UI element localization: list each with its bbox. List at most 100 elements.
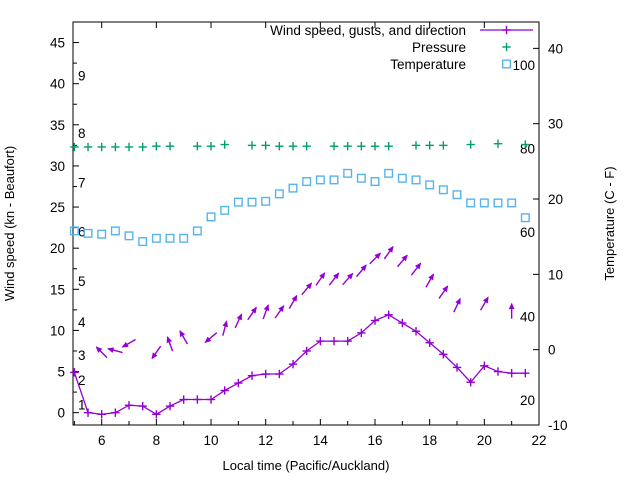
pressure-point bbox=[343, 141, 352, 151]
y2-tick-label: -10 bbox=[548, 418, 568, 433]
wind-speed-point bbox=[507, 368, 516, 378]
temperature-point bbox=[520, 213, 530, 223]
temperature-point bbox=[425, 180, 435, 190]
pressure-point bbox=[247, 141, 257, 150]
temperature-point bbox=[466, 198, 476, 208]
wind-direction-arrow bbox=[274, 305, 285, 319]
beaufort-scale-label: 2 bbox=[78, 373, 86, 388]
wind-direction-arrow bbox=[383, 245, 394, 260]
pressure-point bbox=[70, 142, 79, 152]
wind-speed-point bbox=[425, 338, 434, 347]
x-tick-label: 16 bbox=[367, 433, 382, 448]
fahrenheit-scale-label: 80 bbox=[520, 142, 535, 157]
wind-direction-arrow bbox=[179, 330, 189, 345]
temperature-point bbox=[356, 173, 366, 183]
wind-speed-point bbox=[124, 401, 134, 410]
beaufort-scale-label: 6 bbox=[78, 225, 86, 240]
pressure-point bbox=[288, 141, 298, 151]
beaufort-scale-label: 8 bbox=[78, 126, 86, 141]
pressure-point bbox=[165, 141, 175, 151]
wind-speed-point bbox=[370, 316, 380, 325]
pressure-point bbox=[329, 141, 339, 151]
x-axis-title: Local time (Pacific/Auckland) bbox=[223, 458, 390, 473]
wind-speed-point bbox=[83, 408, 93, 417]
y-tick-label: 30 bbox=[50, 159, 65, 174]
wind-direction-arrow bbox=[508, 302, 515, 319]
temperature-point bbox=[493, 198, 503, 208]
wind-speed-point bbox=[165, 401, 175, 411]
temperature-point bbox=[97, 229, 107, 239]
temperature-point bbox=[206, 212, 216, 222]
wind-direction-arrow bbox=[355, 264, 367, 278]
pressure-point bbox=[466, 140, 475, 149]
beaufort-scale-label: 1 bbox=[78, 397, 86, 412]
wind-speed-point bbox=[152, 410, 161, 419]
y-tick-label: 0 bbox=[57, 406, 65, 421]
fahrenheit-scale-label: 40 bbox=[520, 310, 535, 325]
wind-speed-point bbox=[275, 369, 284, 379]
y-tick-label: 20 bbox=[50, 241, 65, 256]
y-axis-title: Wind speed (kn - Beaufort) bbox=[2, 146, 17, 301]
legend-key-marker bbox=[502, 59, 512, 69]
y-tick-label: 35 bbox=[50, 118, 65, 133]
temperature-point bbox=[370, 177, 380, 187]
y2-tick-label: 0 bbox=[548, 343, 556, 358]
temperature-point bbox=[397, 173, 407, 183]
pressure-point bbox=[370, 141, 380, 151]
wind-direction-arrow bbox=[342, 272, 354, 286]
temperature-point bbox=[220, 205, 230, 215]
legend-key-marker bbox=[502, 25, 511, 35]
wind-direction-arrow bbox=[247, 306, 257, 321]
pressure-point bbox=[439, 141, 448, 150]
temperature-point bbox=[69, 226, 79, 236]
y-tick-label: 15 bbox=[50, 282, 65, 297]
wind-direction-arrow bbox=[151, 345, 162, 360]
wind-speed-point bbox=[316, 336, 325, 346]
wind-speed-point bbox=[179, 395, 188, 404]
legend-key-marker bbox=[502, 42, 511, 52]
wind-direction-arrow bbox=[288, 294, 298, 309]
y2-tick-label: 40 bbox=[548, 41, 563, 56]
pressure-point bbox=[152, 141, 161, 151]
temperature-point bbox=[315, 175, 325, 185]
x-tick-label: 14 bbox=[313, 433, 329, 448]
pressure-point bbox=[411, 141, 421, 150]
wind-direction-arrow bbox=[438, 285, 449, 299]
temperature-point bbox=[83, 228, 93, 238]
wind-speed-line bbox=[73, 314, 526, 416]
temperature-point bbox=[247, 197, 257, 207]
temperature-point bbox=[165, 233, 175, 243]
wind-speed-point bbox=[193, 395, 202, 404]
wind-direction-arrow bbox=[425, 273, 435, 288]
wind-direction-arrow bbox=[222, 320, 228, 336]
wind-speed-point bbox=[234, 378, 243, 388]
temperature-point bbox=[288, 183, 298, 193]
pressure-point bbox=[206, 141, 216, 151]
wind-direction-arrow bbox=[204, 332, 218, 343]
pressure-point bbox=[193, 141, 202, 151]
data-series-group bbox=[69, 139, 530, 419]
wind-speed-point bbox=[493, 367, 503, 376]
wind-direction-arrows-group bbox=[95, 245, 515, 360]
x-tick-label: 18 bbox=[422, 433, 437, 448]
wind-speed-point bbox=[357, 328, 366, 338]
fahrenheit-scale-label: 20 bbox=[520, 393, 535, 408]
wind-speed-point bbox=[97, 410, 106, 419]
temperature-point bbox=[302, 177, 312, 187]
inner-scale-labels-group: 1 2 3 4 5 6 7 8 9 20 40 60 80 100 bbox=[78, 58, 535, 413]
legend-label: Temperature bbox=[390, 57, 466, 72]
wind-direction-arrow bbox=[121, 338, 136, 348]
wind-speed-point bbox=[261, 369, 270, 379]
temperature-point bbox=[452, 190, 462, 200]
wind-speed-point bbox=[411, 327, 421, 336]
temperature-point bbox=[507, 198, 517, 208]
wind-speed-point bbox=[111, 408, 120, 417]
wind-direction-arrow bbox=[234, 313, 243, 329]
fahrenheit-scale-label: 100 bbox=[512, 58, 535, 73]
x-tick-label: 10 bbox=[204, 433, 219, 448]
plot-border-group bbox=[72, 21, 540, 426]
temperature-point bbox=[192, 226, 202, 236]
wind-speed-point bbox=[452, 363, 462, 372]
y2-tick-label: 20 bbox=[548, 192, 563, 207]
